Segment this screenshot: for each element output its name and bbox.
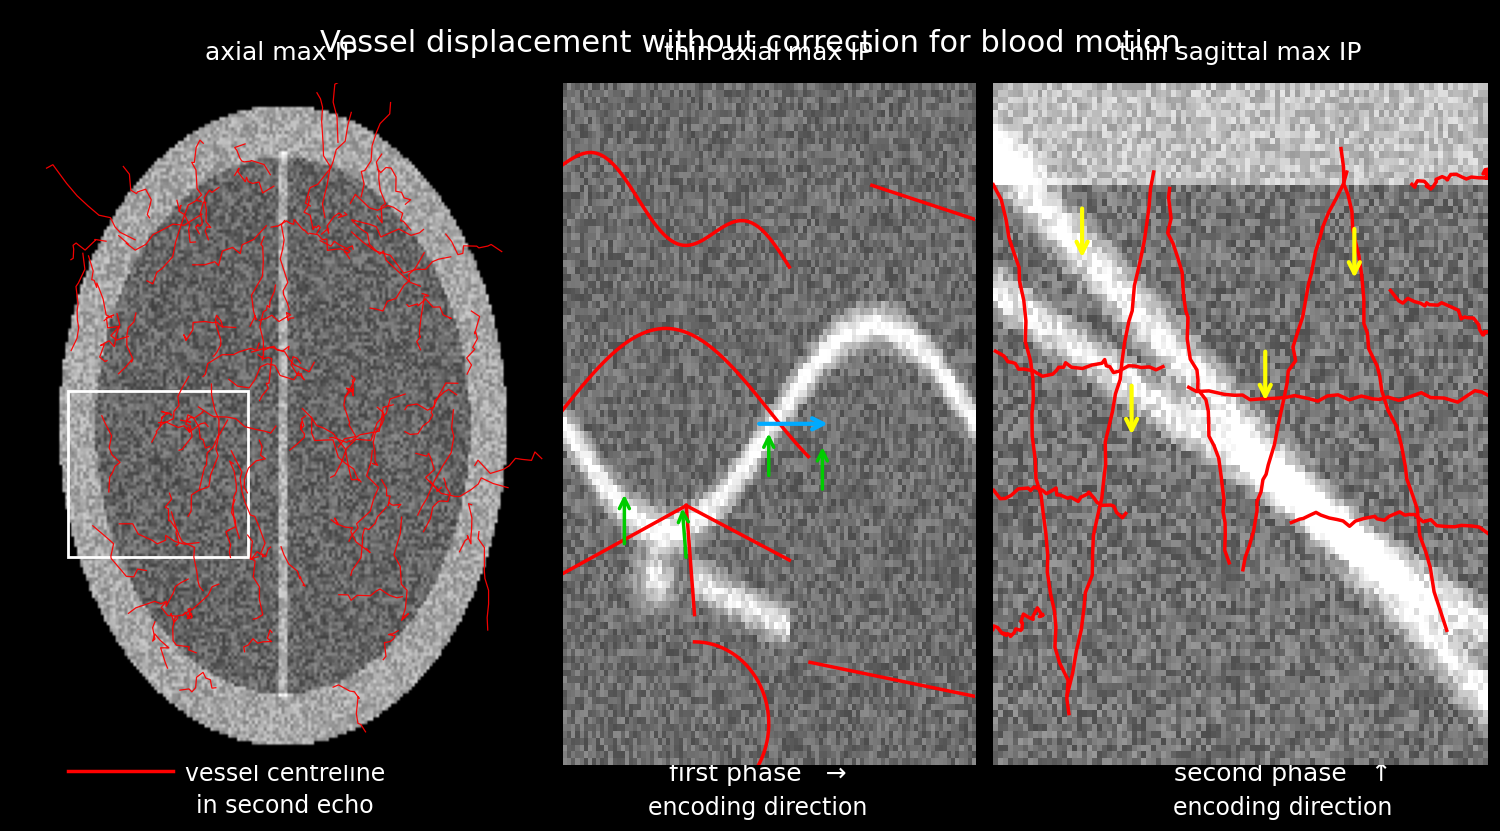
Bar xyxy=(68,391,248,557)
Text: in second echo: in second echo xyxy=(196,794,374,818)
Text: thin axial max IP: thin axial max IP xyxy=(664,41,873,65)
Text: second phase   ↑: second phase ↑ xyxy=(1173,763,1392,786)
Text: encoding direction: encoding direction xyxy=(1173,796,1392,819)
Text: first phase   →: first phase → xyxy=(669,763,846,786)
Text: vessel centreline: vessel centreline xyxy=(184,763,386,786)
Text: Vessel displacement without correction for blood motion: Vessel displacement without correction f… xyxy=(320,29,1180,58)
Text: encoding direction: encoding direction xyxy=(648,796,867,819)
Text: axial max IP: axial max IP xyxy=(206,41,357,65)
Text: thin sagittal max IP: thin sagittal max IP xyxy=(1119,41,1362,65)
